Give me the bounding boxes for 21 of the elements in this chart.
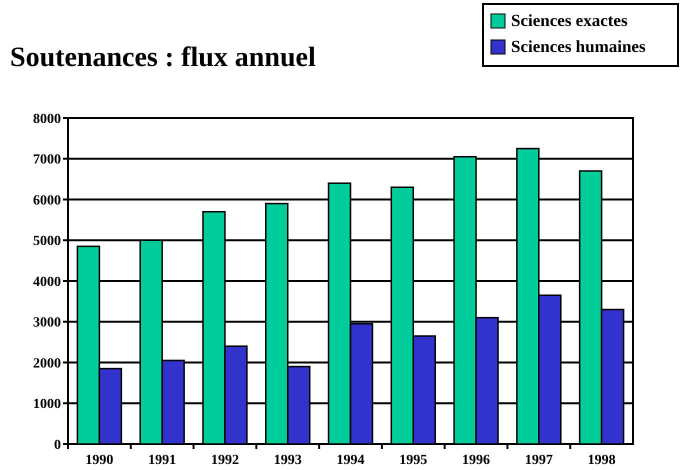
y-tick-label: 5000 xyxy=(33,234,61,250)
x-tick-label: 1998 xyxy=(588,453,616,468)
y-tick-label: 7000 xyxy=(33,152,61,168)
y-tick-label: 0 xyxy=(54,438,61,453)
y-tick-label: 3000 xyxy=(33,316,61,331)
x-tick-label: 1993 xyxy=(274,453,302,468)
legend-label: Sciences humaines xyxy=(511,37,646,56)
y-tick-label: 6000 xyxy=(33,193,61,208)
x-tick-label: 1990 xyxy=(85,453,114,468)
x-tick-label: 1994 xyxy=(336,453,364,468)
legend-label: Sciences exactes xyxy=(511,11,628,30)
chart-title: Soutenances : flux annuel xyxy=(10,42,316,73)
x-tick-label: 1997 xyxy=(524,453,553,468)
x-tick-label: 1991 xyxy=(148,453,176,468)
y-tick-label: 8000 xyxy=(33,112,61,127)
x-tick-label: 1992 xyxy=(210,453,239,468)
y-tick-label: 4000 xyxy=(33,274,61,290)
y-tick-label: 2000 xyxy=(33,356,61,372)
x-tick-label: 1995 xyxy=(399,453,428,468)
x-tick-label: 1996 xyxy=(462,453,490,468)
y-tick-label: 1000 xyxy=(33,397,61,412)
